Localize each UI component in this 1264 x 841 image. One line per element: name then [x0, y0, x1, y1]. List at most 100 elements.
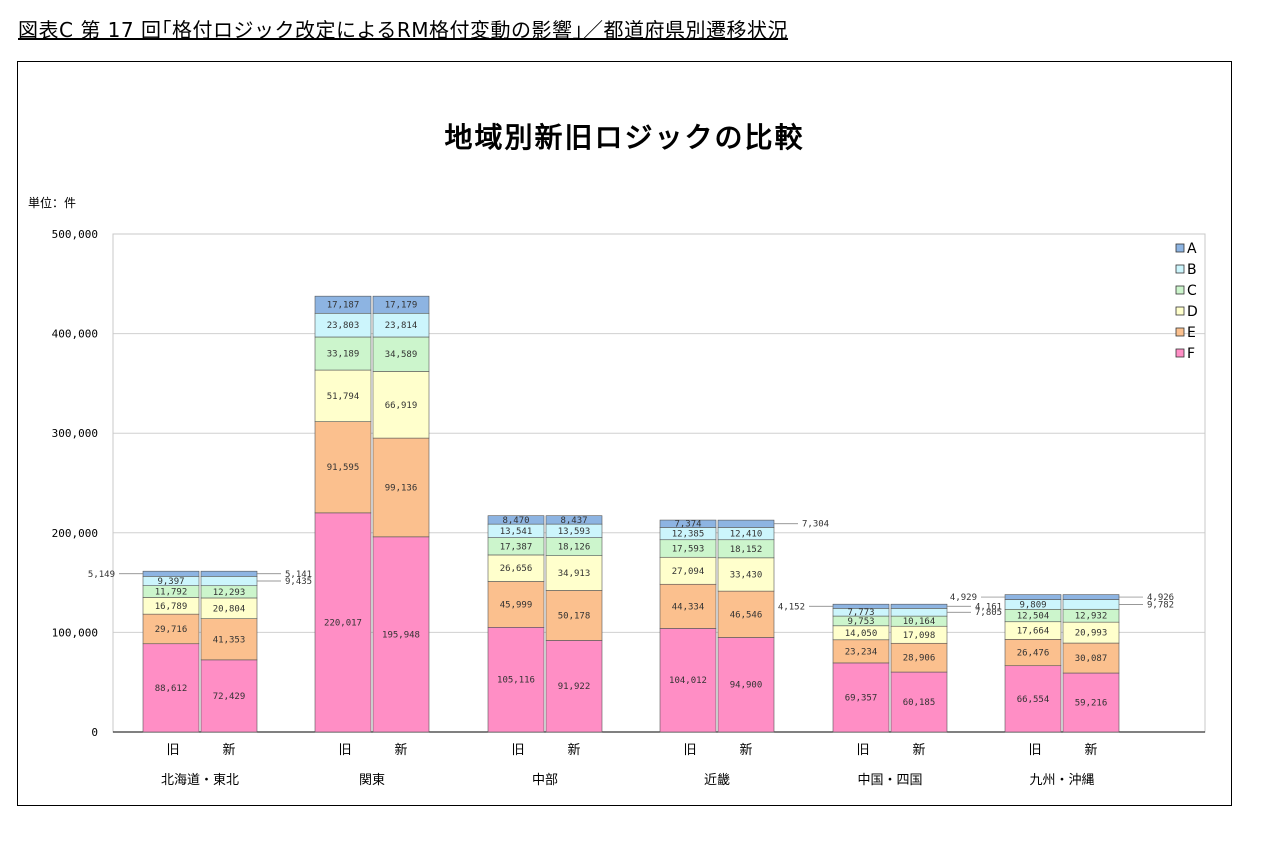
- bar-label-old: 旧: [683, 743, 696, 758]
- bar-segment-d: [717, 557, 775, 592]
- bar-segment-f: [142, 643, 200, 733]
- segment-value-label: 20,804: [213, 604, 246, 614]
- segment-value-label: 220,017: [324, 618, 362, 628]
- bar-label-new: 新: [567, 742, 580, 758]
- bar-label-old: 旧: [856, 743, 869, 758]
- segment-value-label: 12,385: [672, 530, 705, 540]
- y-tick-label: 400,000: [52, 328, 98, 341]
- bar-segment-f: [545, 640, 603, 733]
- group-label: 中国・四国: [857, 773, 922, 788]
- y-tick-label: 0: [91, 726, 98, 739]
- segment-value-label: 17,187: [327, 301, 360, 311]
- bar-segment-f: [487, 627, 545, 733]
- segment-value-label: 34,913: [558, 569, 591, 579]
- bar-segment-d: [487, 554, 545, 582]
- segment-value-label: 51,794: [327, 392, 360, 402]
- segment-value-label: 23,234: [845, 647, 878, 657]
- segment-value-label: 99,136: [385, 483, 418, 493]
- segment-value-label: 33,430: [730, 570, 763, 580]
- segment-value-label: 17,593: [672, 545, 705, 555]
- bar-segment-e: [372, 437, 430, 538]
- segment-value-label: 27,094: [672, 567, 705, 577]
- chart-frame: 地域別新旧ロジックの比較 単位：件 0 100,000 200,000 300,000…: [17, 61, 1232, 806]
- bar-segment-a: [372, 295, 430, 314]
- y-tick-label: 100,000: [52, 626, 98, 639]
- bar-segment-e: [1004, 639, 1062, 667]
- segment-value-label: 8,470: [502, 516, 529, 526]
- y-tick-label: 500,000: [52, 228, 98, 241]
- segment-value-label: 46,546: [730, 610, 763, 620]
- bar-segment-b: [890, 608, 948, 617]
- segment-value-label: 33,189: [327, 350, 360, 360]
- segment-value-label: 8,437: [560, 516, 587, 526]
- bar-segment-e: [1062, 642, 1120, 674]
- bar-segment-f: [717, 637, 775, 733]
- group-label: 近畿: [704, 773, 730, 788]
- bar-segment-e: [314, 421, 372, 514]
- segment-value-label: 10,164: [903, 617, 936, 627]
- bar-segment-f: [372, 536, 430, 733]
- segment-value-label: 41,353: [213, 635, 246, 645]
- segment-value-label: 18,126: [558, 543, 591, 553]
- bar-segment-e: [545, 590, 603, 641]
- segment-value-label: 5,149: [88, 570, 115, 580]
- bar-segment-a: [1004, 594, 1062, 600]
- segment-value-label: 12,932: [1075, 612, 1108, 622]
- segment-value-label: 69,357: [845, 693, 878, 703]
- segment-value-label: 28,906: [903, 654, 936, 664]
- bar-segment-d: [659, 556, 717, 585]
- segment-value-label: 17,664: [1017, 627, 1050, 637]
- bar-label-old: 旧: [511, 743, 524, 758]
- group-label: 九州・沖縄: [1029, 773, 1094, 788]
- legend-swatch-f: [1175, 348, 1185, 358]
- segment-value-label: 9,782: [1147, 600, 1174, 610]
- segment-value-label: 7,304: [802, 520, 829, 530]
- bar-segment-a: [832, 603, 890, 609]
- bar-segment-a: [717, 519, 775, 528]
- segment-value-label: 4,926: [1147, 593, 1174, 603]
- segment-value-label: 9,809: [1019, 600, 1046, 610]
- legend-swatch-b: [1175, 264, 1185, 274]
- segment-value-label: 4,152: [778, 602, 805, 612]
- bar-segment-e: [659, 583, 717, 629]
- bar-segment-e: [200, 618, 258, 661]
- unit-label: 単位：件: [28, 196, 77, 210]
- legend-label-e: E: [1187, 325, 1196, 341]
- segment-value-label: 94,900: [730, 681, 763, 691]
- bar-segment-e: [487, 581, 545, 628]
- segment-value-label: 18,152: [730, 545, 763, 555]
- bar-segment-a: [314, 295, 372, 314]
- group-label: 北海道・東北: [161, 772, 239, 788]
- stacked-bar-chart: 0 100,000 200,000 300,000 400,000 500,000 88,6…: [52, 228, 1206, 788]
- segment-value-label: 91,595: [327, 463, 360, 473]
- segment-value-label: 20,993: [1075, 629, 1108, 639]
- bar-segment-a: [200, 570, 258, 577]
- segment-value-label: 45,999: [500, 600, 533, 610]
- segment-value-label: 12,293: [213, 588, 246, 598]
- bar-segment-d: [314, 369, 372, 422]
- bar-segment-c: [372, 336, 430, 372]
- bar-label-old: 旧: [166, 743, 179, 758]
- bar-segment-d: [545, 555, 603, 591]
- bar-segment-f: [200, 659, 258, 733]
- group-label: 関東: [359, 772, 385, 788]
- bar-label-new: 新: [912, 742, 925, 758]
- segment-value-label: 66,554: [1017, 695, 1050, 705]
- legend-swatch-a: [1175, 243, 1185, 253]
- segment-value-label: 17,098: [903, 631, 936, 641]
- legend-label-c: C: [1187, 283, 1197, 299]
- segment-value-label: 26,656: [500, 564, 533, 574]
- segment-value-label: 9,435: [285, 577, 312, 587]
- bar-segment-a: [142, 570, 200, 577]
- bar-label-new: 新: [394, 742, 407, 758]
- segment-value-label: 88,612: [155, 684, 188, 694]
- bar-label-old: 旧: [1028, 743, 1041, 758]
- bar-label-new: 新: [739, 742, 752, 758]
- chart-title: 地域別新旧ロジックの比較: [444, 121, 805, 154]
- bar-segment-a: [890, 603, 948, 609]
- bar-segment-e: [890, 642, 948, 673]
- bar-segment-b: [200, 576, 258, 587]
- bar-segment-a: [1062, 594, 1120, 600]
- segment-value-label: 7,805: [975, 608, 1002, 618]
- bar-segment-f: [1004, 665, 1062, 733]
